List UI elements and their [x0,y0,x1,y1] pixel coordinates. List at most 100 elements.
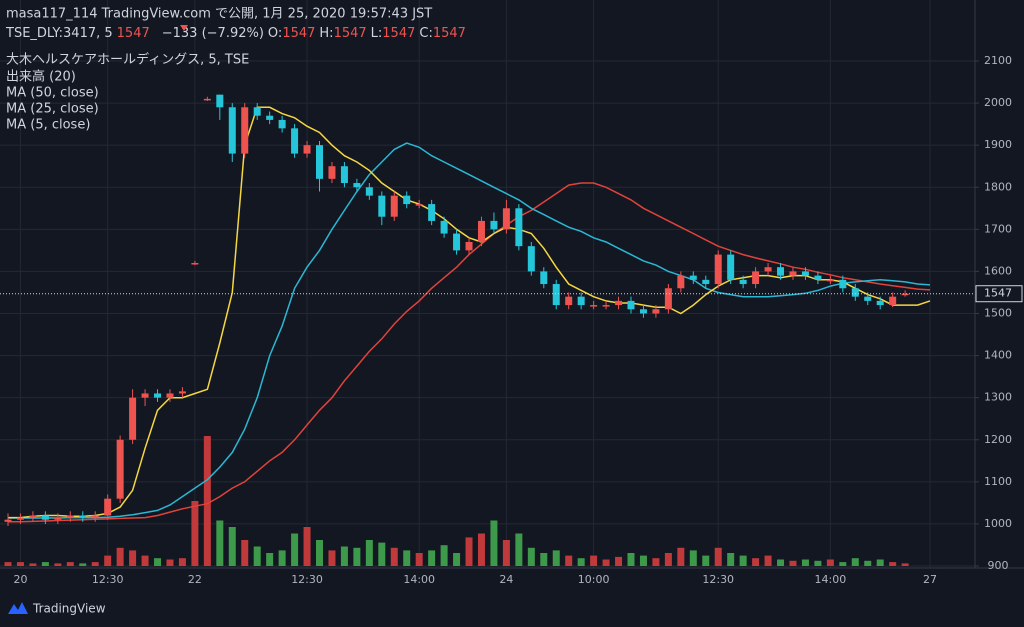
y-tick-label: 1100 [984,475,1012,488]
candle-body [752,271,760,285]
o-label: O: [268,26,282,41]
candle-body [789,271,797,276]
volume-bar [166,559,174,566]
candle-body [4,519,12,522]
y-tick-label: 1400 [984,349,1012,362]
candle-body [801,271,809,276]
volume-bar [253,546,261,566]
volume-bar [403,550,411,566]
volume-bar [29,563,37,566]
candle-body [116,439,124,499]
x-tick-label: 22 [188,573,202,586]
volume-bar [677,547,685,566]
candle-body [502,208,510,230]
candle-body [428,204,436,221]
volume-bar [365,540,373,566]
y-tick-label: 1700 [984,222,1012,235]
candle-body [664,288,672,310]
volume-bar [266,553,274,566]
volume-bar [552,550,560,566]
volume-bar [477,533,485,566]
volume-bar [764,555,772,566]
volume-bar [540,553,548,566]
candle-body [316,145,323,179]
candle-body [79,515,87,518]
candle-body [141,393,149,398]
volume-bar [353,547,361,566]
candle-body [889,296,897,306]
candle-body [353,183,361,188]
volume-bar [490,520,498,566]
candle-body [527,246,535,272]
candle-body [266,115,274,120]
l: 1547 [382,26,415,41]
candle-body [191,263,199,265]
volume-bar [203,436,211,566]
volume-bar [340,546,348,566]
candle-body [714,254,722,285]
candle-body [66,515,74,518]
volume-bar [689,550,697,566]
volume-bar [814,560,822,566]
volume-bar [465,537,473,566]
h: 1547 [334,26,367,41]
x-tick-label: 10:00 [578,573,610,586]
candle-body [552,284,560,306]
candle-body [16,517,24,520]
x-tick-label: 27 [923,573,937,586]
candle-body [764,267,772,272]
candle-body [390,195,398,217]
last-price-label: 1547 [984,287,1012,300]
candle-body [677,275,685,289]
candle-body [490,220,498,230]
volume-bar [652,558,660,566]
change: −133 (−7.92%) [162,26,264,41]
volume-bar [901,563,909,566]
candle-body [216,94,224,108]
candle-body [602,305,610,307]
candle-body [727,254,735,280]
volume-bar [739,555,747,566]
y-tick-label: 1900 [984,138,1012,151]
candle-body [129,397,137,440]
candle-body [777,267,785,276]
volume-bar [639,555,647,566]
candle-body [477,220,485,242]
volume-bar [378,542,386,566]
volume-bar [515,533,523,566]
y-tick-label: 1000 [984,517,1012,530]
candle-body [627,300,635,310]
volume-bar [714,547,722,566]
volume-bar [328,550,336,566]
volume-bar [154,558,162,566]
volume-bar [864,560,872,566]
volume-bar [241,540,249,566]
volume-bar [502,540,510,566]
candle-body [365,187,373,196]
volume-bar [291,533,299,566]
legend-entry: MA (25, close) [6,102,99,117]
candle-body [328,166,336,179]
volume-bar [16,562,24,566]
down-arrow [180,25,188,31]
y-tick-label: 1800 [984,180,1012,193]
volume-bar [129,550,137,566]
volume-bar [141,555,149,566]
volume-bar [752,558,760,566]
y-tick-label: 2000 [984,96,1012,109]
volume-bar [191,501,199,566]
legend-entry: MA (5, close) [6,118,90,133]
logo: TradingView [8,602,106,616]
volume-bar [216,520,224,566]
candle-body [465,241,473,251]
volume-bar [228,527,236,566]
candle-body [739,279,747,285]
candle-body [440,220,448,234]
volume-bar [876,559,884,566]
volume-bar [889,562,897,566]
candle-body [154,393,162,398]
symbol: TSE_DLY:3417, 5 [5,26,113,41]
candle-body [340,166,348,184]
candle-body [291,128,299,154]
x-tick-label: 12:30 [92,573,124,586]
